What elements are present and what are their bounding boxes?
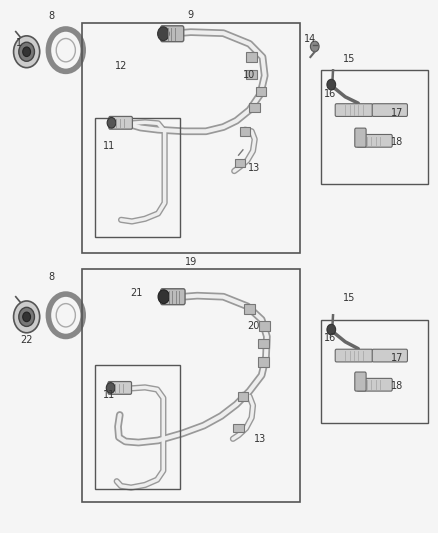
FancyBboxPatch shape <box>161 289 185 305</box>
Circle shape <box>14 301 40 333</box>
Circle shape <box>327 79 336 90</box>
Circle shape <box>106 383 115 393</box>
FancyBboxPatch shape <box>355 128 366 147</box>
Bar <box>321 319 428 423</box>
Circle shape <box>19 42 35 61</box>
FancyBboxPatch shape <box>372 104 407 116</box>
Text: 17: 17 <box>391 353 404 362</box>
FancyBboxPatch shape <box>240 127 251 135</box>
FancyBboxPatch shape <box>238 392 248 401</box>
Circle shape <box>23 312 31 321</box>
Bar <box>95 365 180 489</box>
Bar <box>82 269 300 503</box>
Circle shape <box>107 117 116 128</box>
FancyBboxPatch shape <box>108 382 131 394</box>
Text: 19: 19 <box>184 257 197 267</box>
Bar <box>321 70 428 184</box>
Text: 11: 11 <box>103 390 116 400</box>
Circle shape <box>311 41 319 52</box>
Text: 16: 16 <box>324 89 336 99</box>
Circle shape <box>14 36 40 68</box>
FancyBboxPatch shape <box>335 104 373 116</box>
Circle shape <box>158 290 170 304</box>
Text: 21: 21 <box>130 288 142 298</box>
FancyBboxPatch shape <box>335 349 373 362</box>
Text: 13: 13 <box>254 434 266 444</box>
FancyBboxPatch shape <box>233 424 244 432</box>
FancyBboxPatch shape <box>244 304 254 314</box>
Text: 9: 9 <box>187 10 194 20</box>
FancyBboxPatch shape <box>357 134 392 147</box>
Text: 8: 8 <box>48 11 54 21</box>
Circle shape <box>327 324 336 335</box>
Circle shape <box>23 47 31 56</box>
FancyBboxPatch shape <box>250 103 260 112</box>
Text: 8: 8 <box>48 272 54 282</box>
Text: 1: 1 <box>16 38 22 48</box>
Text: 15: 15 <box>343 293 356 303</box>
Bar <box>82 22 300 253</box>
FancyBboxPatch shape <box>256 87 266 96</box>
Text: 11: 11 <box>103 141 116 151</box>
Text: 22: 22 <box>21 335 33 345</box>
Circle shape <box>19 308 35 326</box>
FancyBboxPatch shape <box>161 26 184 42</box>
Circle shape <box>158 27 169 41</box>
Text: 12: 12 <box>115 61 127 71</box>
Text: 18: 18 <box>391 137 403 147</box>
Text: 16: 16 <box>324 333 336 343</box>
FancyBboxPatch shape <box>355 372 366 391</box>
Text: 20: 20 <box>247 321 260 331</box>
Text: 15: 15 <box>343 54 356 63</box>
FancyBboxPatch shape <box>372 349 407 362</box>
FancyBboxPatch shape <box>247 70 257 79</box>
Bar <box>95 118 180 237</box>
Text: 18: 18 <box>391 381 403 391</box>
FancyBboxPatch shape <box>259 321 270 330</box>
Text: 14: 14 <box>304 34 317 44</box>
Text: 17: 17 <box>391 108 404 118</box>
FancyBboxPatch shape <box>247 52 257 62</box>
FancyBboxPatch shape <box>357 378 392 391</box>
FancyBboxPatch shape <box>235 159 245 167</box>
FancyBboxPatch shape <box>109 116 132 129</box>
FancyBboxPatch shape <box>258 338 268 348</box>
Text: 13: 13 <box>248 164 260 173</box>
Text: 10: 10 <box>244 70 256 79</box>
FancyBboxPatch shape <box>258 357 268 367</box>
